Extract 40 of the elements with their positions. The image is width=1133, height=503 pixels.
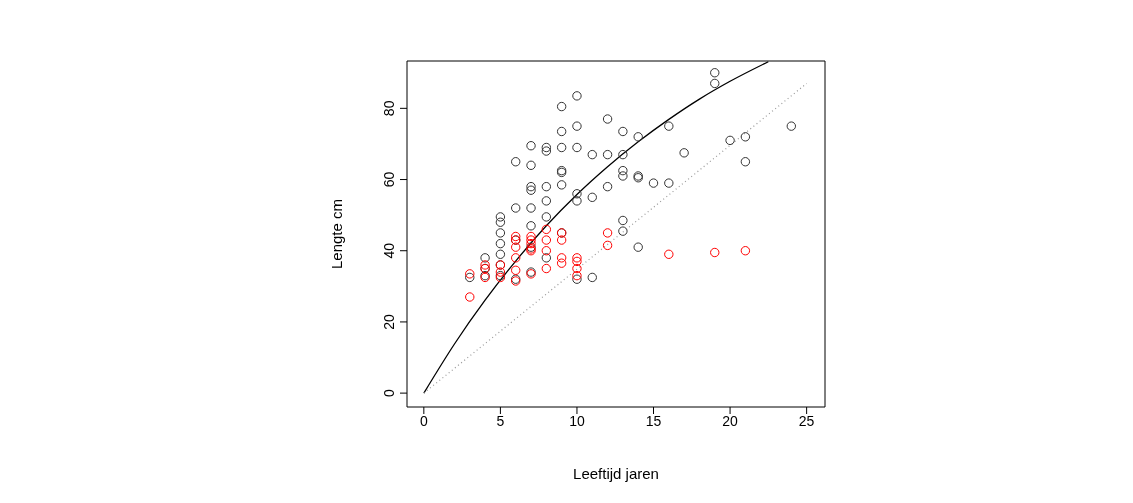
- point: [556, 258, 567, 268]
- y-axis-title: Lengte cm: [328, 198, 346, 270]
- point: [602, 240, 613, 251]
- y-tick-label: 80: [381, 100, 397, 117]
- point: [710, 247, 720, 258]
- point: [526, 238, 536, 249]
- point: [740, 246, 751, 256]
- point: [572, 253, 582, 263]
- x-tick-label: 15: [645, 412, 662, 429]
- point: [572, 256, 582, 267]
- point: [541, 263, 552, 274]
- x-tick-label: 20: [722, 412, 739, 429]
- x-tick-label: 5: [496, 412, 505, 429]
- x-tick-label: 10: [569, 412, 585, 429]
- point: [572, 263, 582, 274]
- y-tick-label: 60: [381, 171, 397, 188]
- point: [541, 246, 552, 256]
- x-axis-title: Leeftijd jaren: [573, 465, 659, 482]
- point: [465, 292, 475, 302]
- point: [495, 267, 506, 277]
- point: [556, 253, 567, 263]
- point: [480, 260, 490, 270]
- point: [511, 253, 521, 263]
- y-tick-label: 0: [381, 389, 397, 398]
- point: [511, 242, 521, 252]
- point: [511, 265, 521, 276]
- x-tick-label: 25: [798, 412, 815, 429]
- point: [572, 270, 582, 281]
- x-tick-label: 0: [419, 412, 428, 429]
- point: [526, 235, 536, 245]
- point: [511, 231, 521, 242]
- point: [556, 235, 567, 245]
- y-tick-label: 20: [381, 313, 397, 330]
- point: [465, 269, 475, 279]
- point: [541, 224, 552, 235]
- point: [602, 228, 613, 238]
- point: [526, 231, 536, 242]
- point: [664, 249, 674, 259]
- point: [541, 235, 552, 245]
- y-tick-label: 40: [381, 242, 397, 259]
